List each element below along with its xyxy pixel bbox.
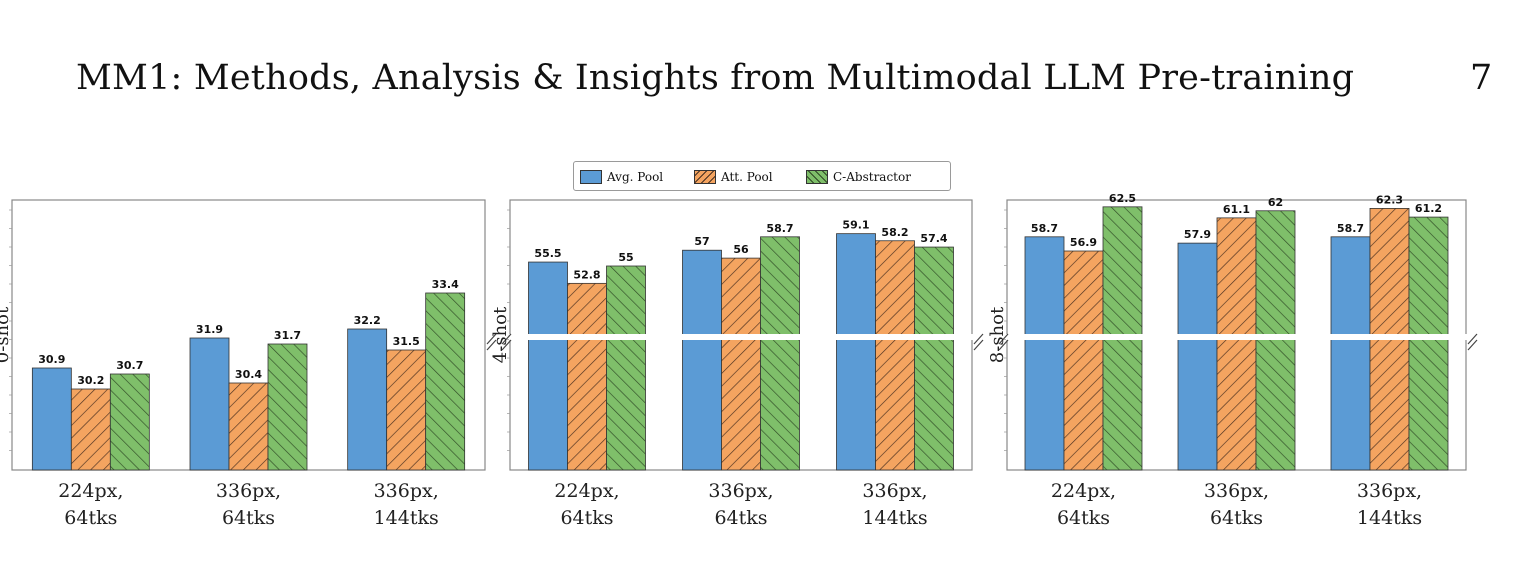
category-label: 64tks — [1210, 507, 1263, 529]
legend-swatch-att-pool — [694, 170, 716, 184]
category-label: 64tks — [222, 507, 275, 529]
running-title: MM1: Methods, Analysis & Insights from M… — [76, 58, 1355, 98]
y-axis-label: 8-shot — [987, 306, 1008, 363]
bar-value-label: 31.7 — [274, 329, 301, 342]
bar-avg-pool — [1330, 236, 1371, 471]
chart-panel-0: 30.9 30.2 30.7 224px, 64tks 31.9 30.4 31.7 336px… — [0, 199, 497, 529]
bar-c-abstractor — [425, 292, 466, 471]
bar-avg-pool — [682, 249, 722, 471]
bar-value-label: 30.9 — [38, 353, 65, 366]
bar-avg-pool — [31, 367, 72, 471]
category-label: 336px, — [708, 480, 773, 502]
category-label: 224px, — [1051, 480, 1116, 502]
legend-label: Att. Pool — [721, 170, 773, 184]
legend-swatch-c-abstractor — [806, 170, 828, 184]
bar-c-abstractor — [1408, 216, 1449, 471]
bar-value-label: 33.4 — [432, 278, 459, 291]
bar-value-label: 32.2 — [354, 314, 381, 327]
bar-att-pool — [386, 349, 427, 471]
axis-break-band — [1006, 334, 1467, 340]
bar-c-abstractor — [606, 265, 646, 471]
bar-att-pool — [70, 388, 111, 471]
chart-panel-2: 58.7 56.9 62.5 224px, 64tks 57.9 61.1 62 336px, 6… — [987, 192, 1478, 529]
bar-value-label: 56 — [733, 243, 749, 256]
bar-value-label: 59.1 — [842, 219, 869, 232]
axis-break-marks — [486, 333, 497, 351]
bar-att-pool — [228, 382, 269, 471]
bar-value-label: 55 — [618, 251, 633, 264]
bar-value-label: 31.9 — [196, 323, 223, 336]
bar-att-pool — [721, 257, 761, 471]
bar-avg-pool — [528, 261, 568, 471]
legend-item-att-pool: Att. Pool — [694, 168, 773, 186]
bar-value-label: 62.5 — [1109, 192, 1136, 205]
page-number: 7 — [1470, 58, 1493, 98]
category-label: 224px, — [58, 480, 123, 502]
bar-value-label: 58.7 — [1031, 222, 1058, 235]
bar-att-pool — [1063, 250, 1104, 471]
bar-value-label: 55.5 — [534, 247, 561, 260]
category-label: 224px, — [554, 480, 619, 502]
legend-label: C-Abstractor — [833, 170, 911, 184]
legend-label: Avg. Pool — [607, 170, 664, 184]
bar-value-label: 30.7 — [116, 359, 143, 372]
bar-c-abstractor — [109, 373, 150, 471]
bar-avg-pool — [1024, 236, 1065, 471]
category-label: 144tks — [1357, 507, 1422, 529]
bar-value-label: 62.3 — [1376, 193, 1403, 206]
category-label: 336px, — [216, 480, 281, 502]
legend-item-avg-pool: Avg. Pool — [580, 168, 663, 186]
bar-value-label: 31.5 — [393, 335, 420, 348]
bar-c-abstractor — [760, 236, 800, 471]
bar-c-abstractor — [914, 246, 954, 471]
category-label: 336px, — [1204, 480, 1269, 502]
bar-avg-pool — [347, 328, 388, 471]
bar-value-label: 61.2 — [1415, 202, 1442, 215]
category-label: 336px, — [862, 480, 927, 502]
bar-att-pool — [875, 240, 915, 471]
axis-break-marks — [998, 333, 1009, 351]
bar-value-label: 30.4 — [235, 368, 262, 381]
bar-c-abstractor — [267, 343, 308, 471]
bar-value-label: 58.2 — [881, 226, 908, 239]
category-label: 336px, — [1357, 480, 1422, 502]
bar-value-label: 58.7 — [766, 222, 793, 235]
bar-value-label: 57.9 — [1184, 228, 1211, 241]
bar-value-label: 61.1 — [1223, 203, 1250, 216]
category-label: 336px, — [374, 480, 439, 502]
bar-value-label: 57 — [694, 235, 709, 248]
legend-swatch-avg-pool — [580, 170, 602, 184]
bar-avg-pool — [836, 233, 876, 471]
bar-avg-pool — [1177, 242, 1218, 471]
chart-legend: Avg. Pool Att. Pool C-Abstractor — [573, 161, 951, 191]
category-label: 64tks — [560, 507, 613, 529]
axis-break-marks — [973, 333, 984, 351]
category-label: 64tks — [1057, 507, 1110, 529]
category-label: 144tks — [862, 507, 927, 529]
category-label: 144tks — [374, 507, 439, 529]
bar-value-label: 58.7 — [1337, 222, 1364, 235]
axis-break-marks — [501, 333, 512, 351]
bar-att-pool — [567, 282, 607, 471]
axis-break-band — [509, 334, 973, 340]
bar-c-abstractor — [1255, 210, 1296, 471]
bar-value-label: 57.4 — [920, 232, 947, 245]
bar-value-label: 62 — [1268, 196, 1283, 209]
category-label: 64tks — [714, 507, 767, 529]
bar-value-label: 52.8 — [573, 268, 600, 281]
chart-panel-1: 55.5 52.8 55 224px, 64tks 57 56 58.7 336px, 64tks… — [490, 199, 984, 529]
bar-avg-pool — [189, 337, 230, 471]
y-axis-label: 0-shot — [0, 306, 13, 363]
axis-break-marks — [1467, 333, 1478, 351]
legend-item-c-abstractor: C-Abstractor — [806, 168, 911, 186]
y-axis-label: 4-shot — [490, 306, 511, 363]
bar-value-label: 56.9 — [1070, 236, 1097, 249]
bar-value-label: 30.2 — [77, 374, 104, 387]
category-label: 64tks — [64, 507, 117, 529]
page-header: MM1: Methods, Analysis & Insights from M… — [0, 0, 1518, 120]
bar-att-pool — [1216, 217, 1257, 471]
